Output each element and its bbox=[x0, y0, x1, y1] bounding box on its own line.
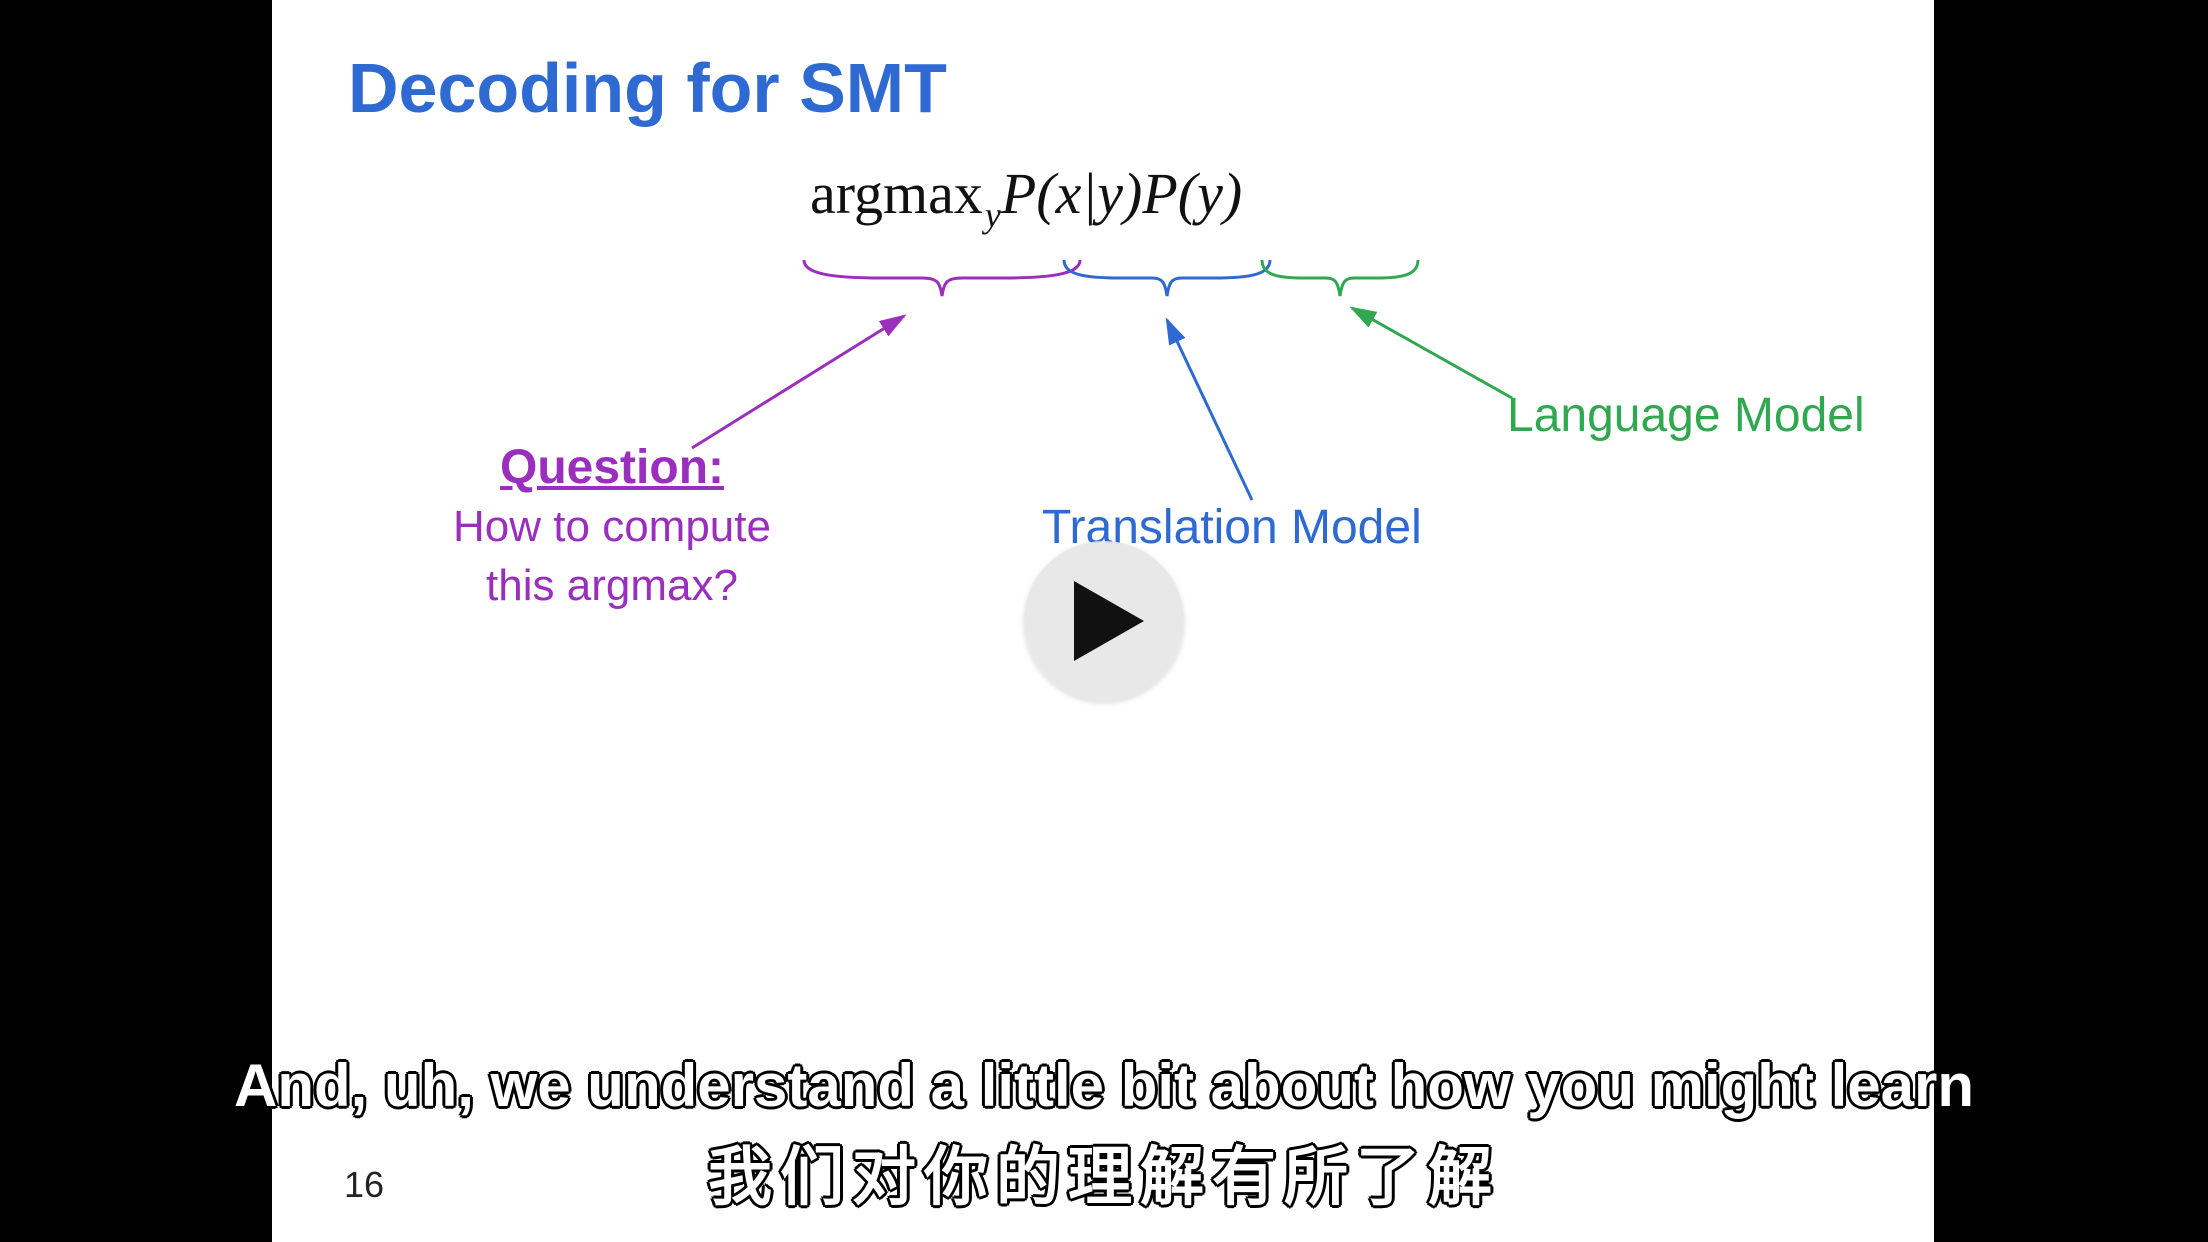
question-annotation: Question: How to compute this argmax? bbox=[372, 440, 852, 613]
page-number: 16 bbox=[344, 1164, 384, 1206]
argmax-brace bbox=[802, 258, 1082, 302]
pxgy-brace bbox=[1062, 258, 1272, 302]
question-text-line1: How to compute bbox=[372, 499, 852, 554]
slide-title: Decoding for SMT bbox=[348, 48, 947, 128]
video-viewport: Decoding for SMT argmaxyP(x|y)P(y) Q bbox=[0, 0, 2208, 1242]
language-model-label: Language Model bbox=[1507, 388, 1865, 443]
question-text-line2: this argmax? bbox=[372, 558, 852, 613]
py-brace bbox=[1260, 258, 1420, 302]
formula-argmax: argmax bbox=[810, 161, 983, 226]
formula-py: P(y) bbox=[1142, 161, 1242, 226]
play-button[interactable] bbox=[1024, 541, 1184, 701]
formula-pxgy: P(x|y) bbox=[1001, 161, 1143, 226]
formula: argmaxyP(x|y)P(y) bbox=[810, 160, 1242, 236]
formula-subscript: y bbox=[983, 195, 1001, 235]
question-label: Question: bbox=[372, 440, 852, 495]
play-icon bbox=[1074, 581, 1144, 661]
